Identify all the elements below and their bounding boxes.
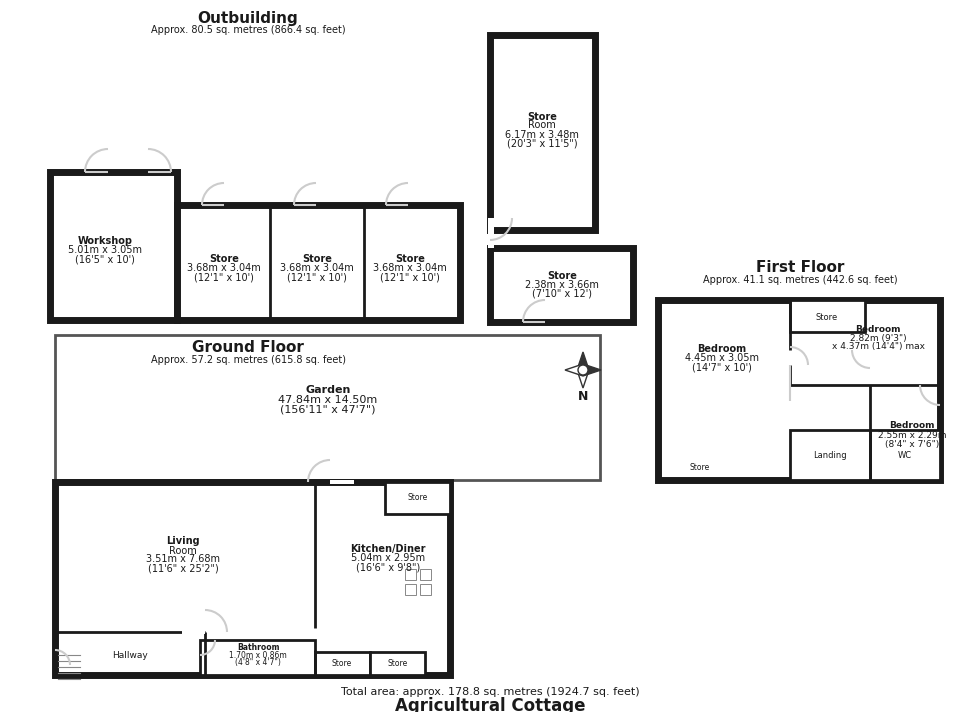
Text: Store: Store (395, 254, 425, 264)
Text: 5.04m x 2.95m: 5.04m x 2.95m (351, 553, 425, 563)
Text: (16'5" x 10'): (16'5" x 10') (75, 254, 135, 264)
Text: (7'10" x 12'): (7'10" x 12') (532, 289, 592, 299)
Text: Store: Store (209, 254, 239, 264)
Text: (4'8" x 4'7"): (4'8" x 4'7") (235, 659, 281, 668)
Bar (790, 300, 865, 332)
Text: Landing: Landing (813, 451, 847, 459)
Text: Store: Store (527, 112, 557, 122)
Bar (870, 430, 940, 480)
Text: (8'4" x 7'6"): (8'4" x 7'6") (885, 439, 939, 449)
Bar (420, 569, 431, 580)
Text: 6.17m x 3.48m: 6.17m x 3.48m (505, 130, 579, 140)
Circle shape (578, 365, 588, 375)
Text: Room: Room (528, 120, 556, 130)
Text: Kitchen/Diner: Kitchen/Diner (350, 544, 425, 554)
Text: Bedroom: Bedroom (856, 325, 901, 333)
Text: 2.38m x 3.66m: 2.38m x 3.66m (525, 280, 599, 290)
Bar (658, 300, 940, 480)
Text: x 4.37m (14'4") max: x 4.37m (14'4") max (831, 342, 924, 352)
Polygon shape (583, 364, 601, 376)
Bar (182, 630, 205, 634)
Bar (315, 652, 370, 675)
Text: Store: Store (816, 313, 838, 323)
Text: Garden: Garden (306, 385, 351, 395)
Bar (790, 430, 870, 480)
Text: 3.68m x 3.04m: 3.68m x 3.04m (187, 263, 261, 273)
Text: Bedroom: Bedroom (889, 422, 935, 431)
Text: Ground Floor: Ground Floor (192, 340, 304, 355)
Text: 4.45m x 3.05m: 4.45m x 3.05m (685, 353, 759, 363)
Text: Store: Store (332, 659, 352, 668)
Text: (16'6" x 9'8"): (16'6" x 9'8") (356, 562, 420, 572)
Text: (12'1" x 10'): (12'1" x 10') (194, 272, 254, 282)
Text: Store: Store (388, 659, 408, 668)
Text: Store: Store (547, 271, 577, 281)
Bar (405, 569, 416, 580)
Bar (200, 640, 315, 675)
Text: Bathroom: Bathroom (237, 642, 279, 651)
Text: 3.51m x 7.68m: 3.51m x 7.68m (146, 555, 220, 565)
Bar (330, 480, 354, 484)
Text: 47.84m x 14.50m: 47.84m x 14.50m (278, 395, 377, 405)
Bar (405, 584, 416, 595)
Bar (177, 205, 460, 320)
Text: Bedroom: Bedroom (698, 344, 747, 354)
Text: Workshop: Workshop (77, 236, 132, 246)
Text: 2.55m x 2.29m: 2.55m x 2.29m (878, 431, 947, 439)
Text: 3.68m x 3.04m: 3.68m x 3.04m (373, 263, 447, 273)
Text: Store: Store (690, 464, 710, 473)
Text: Approx. 57.2 sq. metres (615.8 sq. feet): Approx. 57.2 sq. metres (615.8 sq. feet) (151, 355, 346, 365)
Text: WC: WC (898, 451, 912, 459)
Text: (14'7" x 10'): (14'7" x 10') (692, 362, 752, 372)
Text: (12'1" x 10'): (12'1" x 10') (287, 272, 347, 282)
Text: N: N (578, 389, 588, 402)
Bar (385, 482, 450, 514)
Text: (11'6" x 25'2"): (11'6" x 25'2") (148, 563, 219, 573)
Bar (370, 652, 425, 675)
Text: Total area: approx. 178.8 sq. metres (1924.7 sq. feet): Total area: approx. 178.8 sq. metres (19… (341, 687, 639, 697)
Bar (50, 172, 177, 320)
Text: Hallway: Hallway (112, 651, 148, 659)
Polygon shape (577, 352, 589, 370)
Text: Store: Store (408, 493, 428, 503)
Text: Room: Room (170, 545, 197, 555)
Text: Approx. 41.1 sq. metres (442.6 sq. feet): Approx. 41.1 sq. metres (442.6 sq. feet) (703, 275, 898, 285)
Text: (156'11" x 47'7"): (156'11" x 47'7") (280, 405, 375, 415)
Polygon shape (577, 370, 589, 388)
Bar (420, 584, 431, 595)
Text: 5.01m x 3.05m: 5.01m x 3.05m (68, 245, 142, 255)
Bar (488, 228, 494, 248)
Text: 3.68m x 3.04m: 3.68m x 3.04m (280, 263, 354, 273)
Bar (488, 218, 494, 240)
Text: Approx. 80.5 sq. metres (866.4 sq. feet): Approx. 80.5 sq. metres (866.4 sq. feet) (151, 25, 345, 35)
Text: First Floor: First Floor (756, 261, 844, 276)
Text: 2.82m (9'3"): 2.82m (9'3") (850, 333, 906, 342)
Bar (490, 35, 595, 230)
Bar (55, 335, 600, 480)
Text: Agricultural Cottage: Agricultural Cottage (395, 697, 585, 712)
Text: 1.70m x 0.86m: 1.70m x 0.86m (229, 651, 287, 659)
Text: (20'3" x 11'5"): (20'3" x 11'5") (507, 139, 577, 149)
Bar (490, 248, 633, 322)
Bar (55, 482, 450, 675)
Text: Living: Living (167, 537, 200, 547)
Polygon shape (565, 364, 583, 376)
Text: (12'1" x 10'): (12'1" x 10') (380, 272, 440, 282)
Text: Outbuilding: Outbuilding (198, 11, 298, 26)
Text: Store: Store (302, 254, 332, 264)
